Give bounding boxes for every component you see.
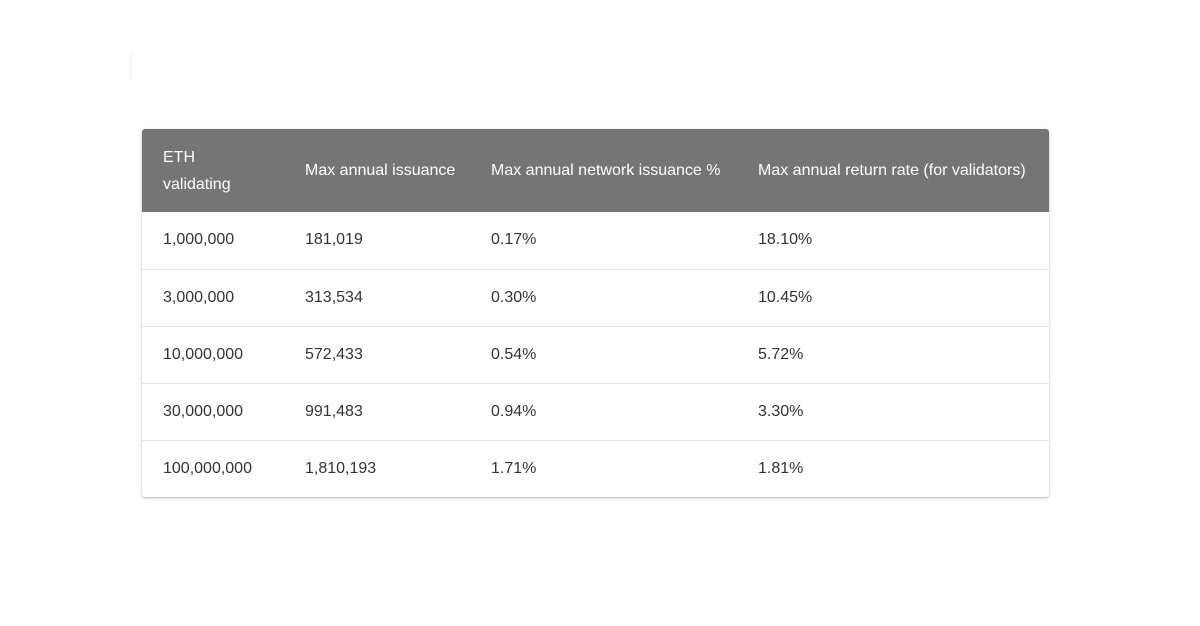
- cell-network-issuance-percent: 1.71%: [491, 459, 537, 477]
- header-max-annual-issuance: Max annual issuance: [305, 162, 456, 179]
- cell-max-annual-issuance: 313,534: [305, 288, 363, 306]
- cell-network-issuance-percent: 0.94%: [491, 402, 537, 420]
- header-row: ETH validating Max annual issuance Max a…: [142, 129, 1049, 212]
- cell-return-rate: 18.10%: [758, 231, 813, 249]
- cell-network-issuance-percent: 0.17%: [491, 231, 537, 249]
- table-row: 3,000,000 313,534 0.30% 10.45%: [142, 269, 1049, 326]
- table-row: 30,000,000 991,483 0.94% 3.30%: [142, 383, 1049, 440]
- issuance-table: ETH validating Max annual issuance Max a…: [142, 129, 1049, 497]
- table-card: ETH validating Max annual issuance Max a…: [142, 129, 1049, 497]
- cell-eth-validating: 3,000,000: [163, 288, 235, 306]
- table-row: 100,000,000 1,810,193 1.71% 1.81%: [142, 440, 1049, 497]
- cell-max-annual-issuance: 1,810,193: [305, 459, 377, 477]
- cell-return-rate: 10.45%: [758, 288, 813, 306]
- cell-network-issuance-percent: 0.54%: [491, 345, 537, 363]
- table-row: 10,000,000 572,433 0.54% 5.72%: [142, 326, 1049, 383]
- cell-return-rate: 1.81%: [758, 459, 804, 477]
- cell-max-annual-issuance: 991,483: [305, 402, 363, 420]
- header-max-return-rate: Max annual return rate (for validators): [758, 162, 1026, 179]
- cell-return-rate: 5.72%: [758, 345, 804, 363]
- table-body: 1,000,000 181,019 0.17% 18.10% 3,000,000…: [142, 212, 1049, 497]
- divider: [131, 52, 132, 80]
- cell-max-annual-issuance: 181,019: [305, 231, 363, 249]
- header-max-network-issuance-percent: Max annual network issuance %: [491, 162, 721, 179]
- cell-eth-validating: 10,000,000: [163, 345, 244, 363]
- cell-max-annual-issuance: 572,433: [305, 345, 363, 363]
- cell-return-rate: 3.30%: [758, 402, 804, 420]
- cell-eth-validating: 1,000,000: [163, 231, 235, 249]
- cell-network-issuance-percent: 0.30%: [491, 288, 537, 306]
- table-row: 1,000,000 181,019 0.17% 18.10%: [142, 212, 1049, 269]
- cell-eth-validating: 100,000,000: [163, 459, 252, 477]
- table-header: ETH validating Max annual issuance Max a…: [142, 129, 1049, 212]
- cell-eth-validating: 30,000,000: [163, 402, 244, 420]
- header-eth-validating: ETH validating: [163, 148, 231, 193]
